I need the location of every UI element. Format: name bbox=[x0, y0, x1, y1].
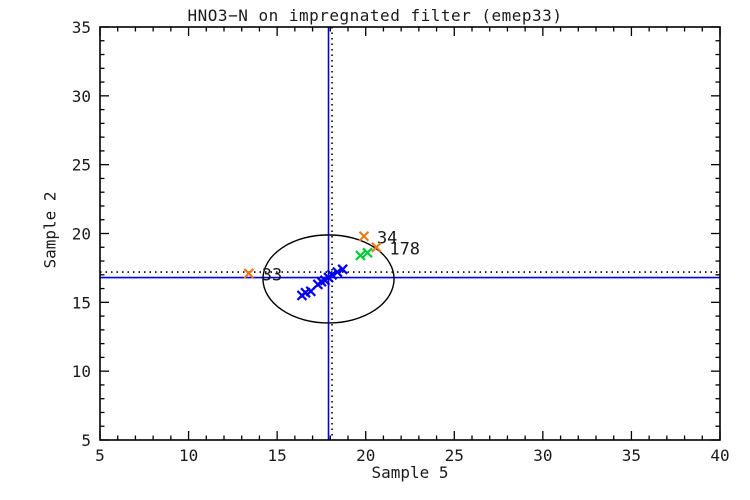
y-tick-label: 10 bbox=[72, 362, 91, 381]
point-label: 34 bbox=[377, 228, 397, 248]
marker-x bbox=[337, 264, 348, 275]
x-tick-label: 40 bbox=[710, 446, 729, 465]
marker-x bbox=[243, 268, 255, 279]
marker-x bbox=[371, 241, 382, 253]
y-tick-label: 5 bbox=[81, 431, 91, 450]
dotted-reference-lines bbox=[100, 27, 720, 440]
x-axis-label: Sample 5 bbox=[371, 463, 449, 482]
series-blue-cluster bbox=[296, 264, 348, 301]
marker-x bbox=[355, 250, 366, 261]
marker-x bbox=[358, 230, 370, 242]
marker-x bbox=[332, 266, 343, 278]
plot-frame bbox=[99, 26, 721, 441]
y-tick-label: 20 bbox=[72, 225, 91, 244]
y-axis-label: Sample 2 bbox=[40, 191, 60, 269]
point-label: 33 bbox=[262, 265, 282, 285]
marker-x bbox=[326, 269, 338, 281]
series-green-pair bbox=[355, 247, 373, 261]
x-tick-label: 10 bbox=[179, 446, 198, 465]
y-tick-label: 15 bbox=[72, 293, 91, 312]
x-tick-label: 15 bbox=[268, 446, 287, 465]
axis-ticks bbox=[99, 26, 721, 441]
cluster-ellipse bbox=[262, 234, 395, 324]
solid-reference-lines bbox=[100, 27, 720, 440]
y-tick-label: 35 bbox=[72, 18, 91, 37]
marker-x bbox=[362, 247, 373, 259]
chart-title: HNO3−N on impregnated filter (emep33) bbox=[187, 6, 563, 25]
tick-labels: 5 10 15 20 25 30 35 40 5 10 15 20 25 30 35 bbox=[72, 18, 730, 465]
x-tick-label: 30 bbox=[533, 446, 552, 465]
x-tick-label: 25 bbox=[445, 446, 464, 465]
point-label: 178 bbox=[389, 239, 420, 259]
x-tick-label: 20 bbox=[356, 446, 375, 465]
x-tick-label: 35 bbox=[622, 446, 641, 465]
y-tick-label: 25 bbox=[72, 156, 91, 175]
y-tick-label: 30 bbox=[72, 87, 91, 106]
x-tick-label: 5 bbox=[95, 446, 105, 465]
